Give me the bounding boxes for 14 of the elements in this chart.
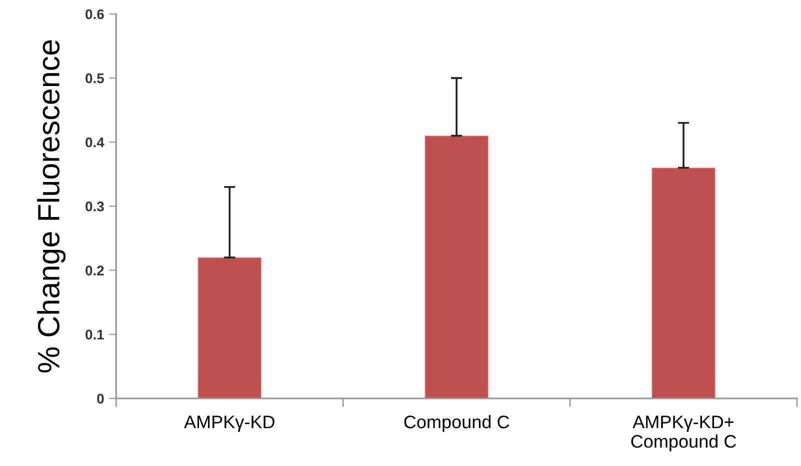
y-tick-label: 0.4 [86,137,104,148]
y-tick-label: 0.3 [86,202,104,212]
x-tick-label: Compound C [404,415,510,432]
bar [424,135,489,398]
y-tick-label: 0.5 [86,73,104,84]
y-tick-label: 0 [97,394,104,404]
bar [197,257,262,398]
x-tick-label: AMPKγ-KD+ Compound C [631,416,736,452]
y-tick-label: 0.6 [86,9,104,20]
bar [651,167,716,398]
x-tick-label: AMPKγ-KD [184,416,274,432]
y-tick-label: 0.2 [86,266,104,276]
y-axis-title: % Change Fluorescence [37,40,66,372]
y-tick-label: 0.1 [86,330,104,340]
